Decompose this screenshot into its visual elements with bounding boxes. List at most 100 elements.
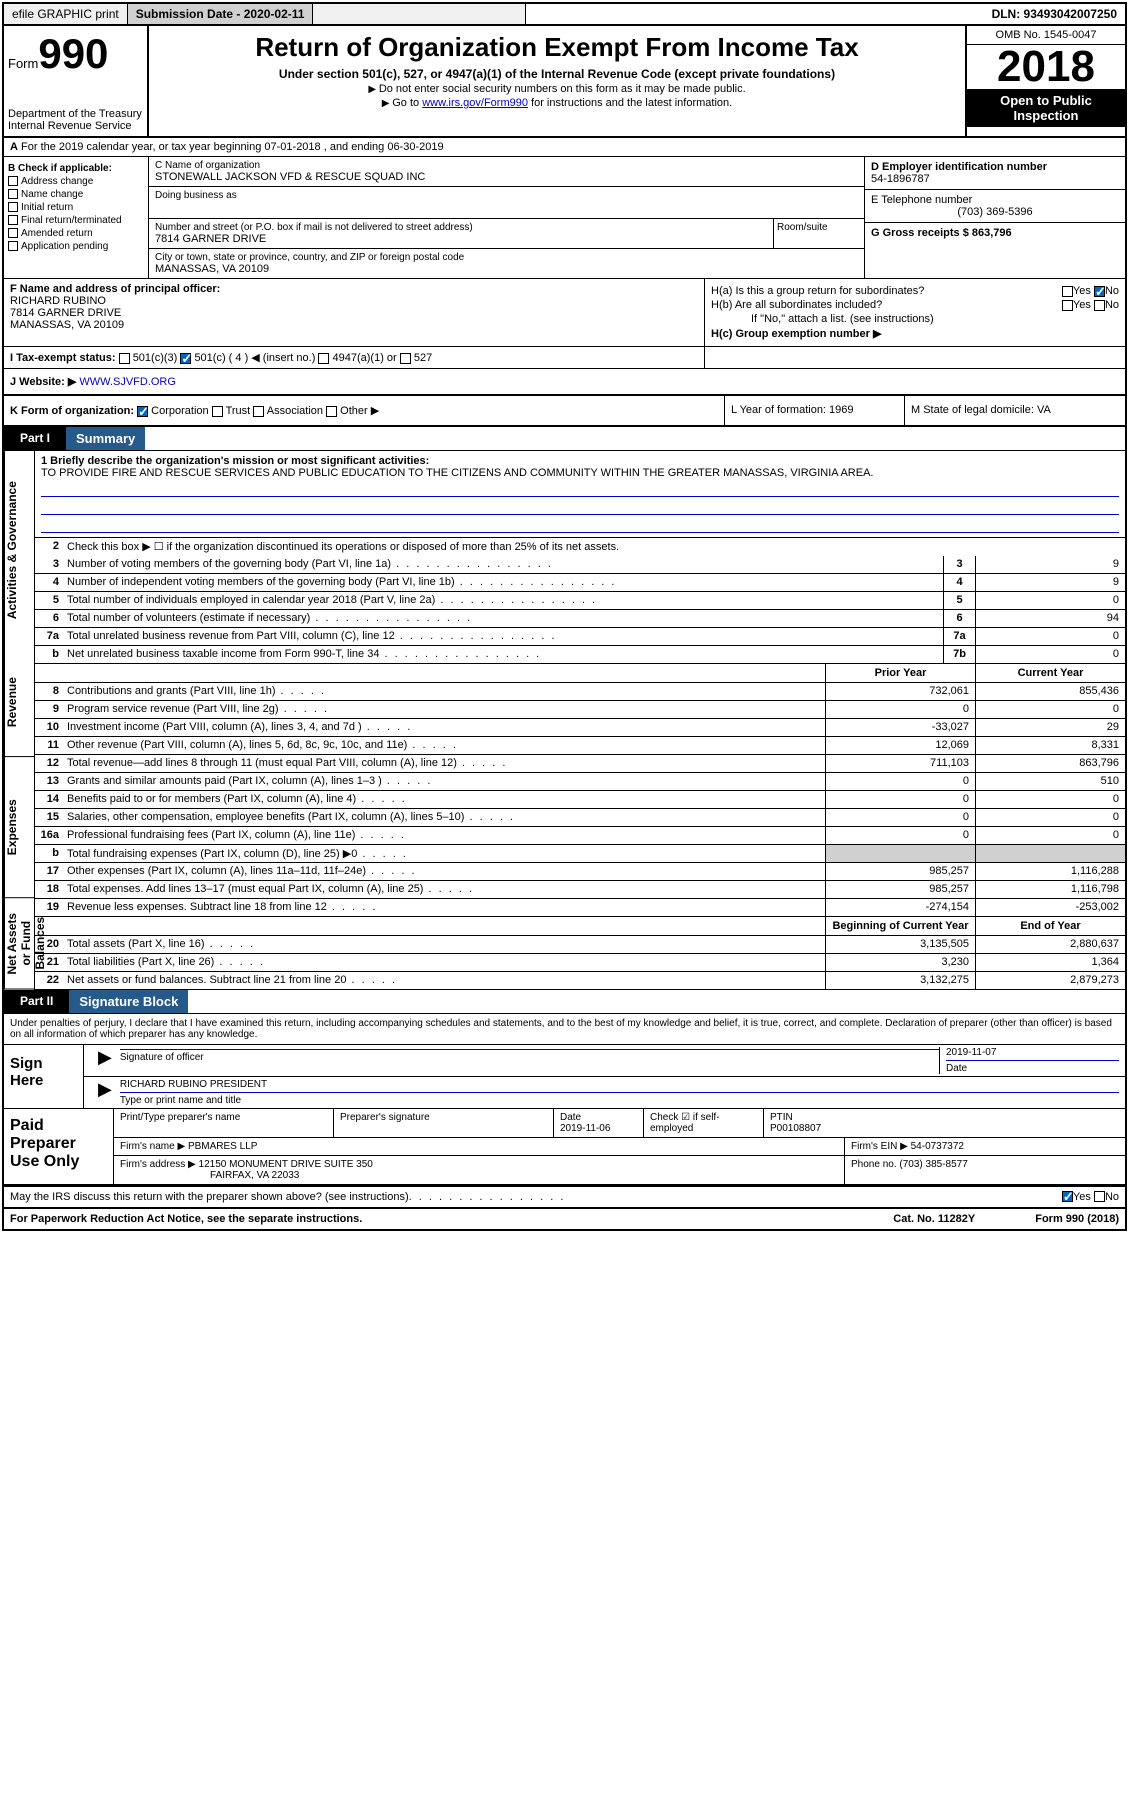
i-label: I Tax-exempt status:	[10, 352, 116, 364]
phone: (703) 385-8577	[899, 1159, 967, 1170]
i-527[interactable]	[400, 353, 411, 364]
j-row: J Website: ▶ WWW.SJVFD.ORG	[4, 369, 1125, 396]
ha-yes[interactable]	[1062, 286, 1073, 297]
dba-label: Doing business as	[155, 190, 858, 201]
discuss-yes[interactable]	[1062, 1191, 1073, 1202]
gov-lines: 3Number of voting members of the governi…	[35, 556, 1125, 664]
sig-date-val: 2019-11-07	[946, 1047, 996, 1058]
d-cell: D Employer identification number 54-1896…	[865, 157, 1125, 190]
i-opt-3: 527	[414, 352, 432, 364]
line-13: 13Grants and similar amounts paid (Part …	[35, 773, 1125, 791]
line-10: 10Investment income (Part VIII, column (…	[35, 719, 1125, 737]
cb-amended[interactable]	[8, 228, 18, 238]
hb-no[interactable]	[1094, 300, 1105, 311]
form-ref: Form 990 (2018)	[1035, 1213, 1119, 1225]
l-col: L Year of formation: 1969	[725, 396, 905, 425]
header-center: Return of Organization Exempt From Incom…	[149, 26, 965, 136]
firm-name-lbl: Firm's name ▶	[120, 1141, 185, 1152]
part2-tab: Part II	[4, 990, 69, 1013]
form-label: Form	[8, 56, 38, 71]
ha-no[interactable]	[1094, 286, 1105, 297]
arrow-icon: ▶	[90, 1079, 120, 1106]
section-b: B Check if applicable: Address change Na…	[4, 157, 149, 278]
note2-post: for instructions and the latest informat…	[528, 97, 732, 109]
cb-final[interactable]	[8, 215, 18, 225]
website-link[interactable]: WWW.SJVFD.ORG	[79, 376, 176, 388]
prep-name-lbl: Print/Type preparer's name	[114, 1109, 334, 1137]
prep-line-3: Firm's address ▶ 12150 MONUMENT DRIVE SU…	[114, 1156, 1125, 1184]
i-501c3[interactable]	[119, 353, 130, 364]
mission-line-3	[41, 517, 1119, 533]
hb: H(b) Are all subordinates included?	[711, 299, 882, 311]
topbar: efile GRAPHIC print Submission Date - 20…	[4, 4, 1125, 26]
f-addr1: 7814 GARNER DRIVE	[10, 307, 121, 319]
c-name: STONEWALL JACKSON VFD & RESCUE SQUAD INC	[155, 171, 858, 183]
form-number: 990	[38, 30, 108, 77]
form990-link[interactable]: www.irs.gov/Form990	[422, 97, 528, 109]
cb-initial[interactable]	[8, 202, 18, 212]
i-4947[interactable]	[318, 353, 329, 364]
dba-cell: Doing business as	[149, 187, 864, 219]
spacer	[35, 917, 825, 935]
k-opt-1: Trust	[226, 405, 251, 417]
cb-name[interactable]	[8, 189, 18, 199]
hb-note: If "No," attach a list. (see instruction…	[751, 313, 934, 325]
b-opt-3: Final return/terminated	[21, 215, 122, 226]
discuss-row: May the IRS discuss this return with the…	[4, 1186, 1125, 1207]
k-corp[interactable]	[137, 406, 148, 417]
mission-block: 1 Briefly describe the organization's mi…	[35, 451, 1125, 538]
line-15: 15Salaries, other compensation, employee…	[35, 809, 1125, 827]
tax-year: 2018	[967, 45, 1125, 89]
submission-date[interactable]: Submission Date - 2020-02-11	[128, 4, 314, 24]
k-col: K Form of organization: Corporation Trus…	[4, 396, 725, 425]
k-trust[interactable]	[212, 406, 223, 417]
sig-officer-lbl: Signature of officer	[120, 1052, 204, 1063]
prep-line-1: Print/Type preparer's name Preparer's si…	[114, 1109, 1125, 1138]
k-other[interactable]	[326, 406, 337, 417]
paid-prep: Paid Preparer Use Only	[4, 1109, 114, 1184]
header: Form990 Department of the Treasury Inter…	[4, 26, 1125, 138]
line-20: 20Total assets (Part X, line 16)3,135,50…	[35, 936, 1125, 954]
row-a-text: For the 2019 calendar year, or tax year …	[21, 141, 444, 153]
sign-here: Sign Here	[4, 1045, 84, 1108]
no-lbl: No	[1105, 1191, 1119, 1203]
firm-addr-lbl: Firm's address ▶	[120, 1159, 196, 1170]
line-5: 5Total number of individuals employed in…	[35, 592, 1125, 610]
cb-pending[interactable]	[8, 241, 18, 251]
j-col-empty	[705, 347, 1125, 368]
line-4: 4Number of independent voting members of…	[35, 574, 1125, 592]
i-row: I Tax-exempt status: 501(c)(3) 501(c) ( …	[4, 347, 1125, 369]
firm-ein-cell: Firm's EIN ▶ 54-0737372	[845, 1138, 1125, 1155]
firm-ein-lbl: Firm's EIN ▶	[851, 1141, 908, 1152]
side-rev: Revenue	[4, 649, 34, 757]
ptin-cell: PTINP00108807	[764, 1109, 1125, 1137]
d-label: D Employer identification number	[871, 161, 1047, 173]
irs: Internal Revenue Service	[8, 120, 143, 132]
ptin-lbl: PTIN	[770, 1112, 793, 1123]
line-19: 19Revenue less expenses. Subtract line 1…	[35, 899, 1125, 917]
addr-cell: Number and street (or P.O. box if mail i…	[149, 219, 773, 249]
bottom-row: For Paperwork Reduction Act Notice, see …	[4, 1207, 1125, 1229]
prep-check-cell: Check ☑ if self-employed	[644, 1109, 764, 1137]
k-opt-0: Corporation	[151, 405, 208, 417]
prep-date: 2019-11-06	[560, 1123, 610, 1134]
hb-yes[interactable]	[1062, 300, 1073, 311]
line-3: 3Number of voting members of the governi…	[35, 556, 1125, 574]
spacer	[35, 664, 825, 682]
cb-address[interactable]	[8, 176, 18, 186]
sig-officer: Signature of officer	[120, 1047, 939, 1074]
org-name-cell: C Name of organization STONEWALL JACKSON…	[149, 157, 864, 187]
side-exp: Expenses	[4, 757, 34, 898]
efile-label[interactable]: efile GRAPHIC print	[4, 4, 128, 24]
declaration: Under penalties of perjury, I declare th…	[4, 1014, 1125, 1045]
line-21: 21Total liabilities (Part X, line 26)3,2…	[35, 954, 1125, 972]
current-year-hdr: Current Year	[975, 664, 1125, 682]
note2: Go to www.irs.gov/Form990 for instructio…	[155, 97, 959, 109]
discuss-no[interactable]	[1094, 1191, 1105, 1202]
ln2-text: Check this box ▶ ☐ if the organization d…	[63, 538, 1125, 556]
city: MANASSAS, VA 20109	[155, 263, 858, 275]
i-501c[interactable]	[180, 353, 191, 364]
k-assoc[interactable]	[253, 406, 264, 417]
e-label: E Telephone number	[871, 194, 972, 206]
addr: 7814 GARNER DRIVE	[155, 233, 767, 245]
